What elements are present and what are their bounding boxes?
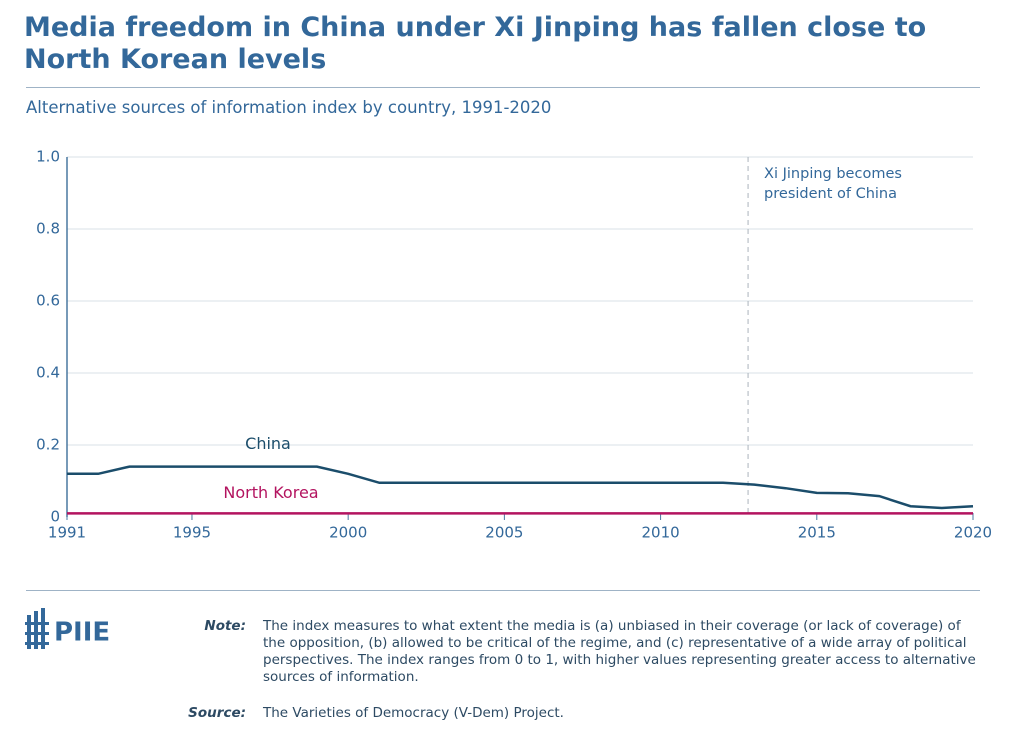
logo-text: PIIE xyxy=(54,618,110,648)
x-tick-label: 2020 xyxy=(954,524,992,542)
y-tick-label: 0 xyxy=(50,508,60,526)
rule xyxy=(26,87,980,88)
note-text: The index measures to what extent the me… xyxy=(263,618,976,685)
x-tick-label: 1991 xyxy=(48,524,86,542)
note-label: Note: xyxy=(204,618,246,634)
series-label: China xyxy=(245,434,291,453)
annotation-box: Xi Jinping becomes president of China xyxy=(764,166,902,202)
source-text: The Varieties of Democracy (V-Dem) Proje… xyxy=(263,705,564,721)
logo-icon xyxy=(25,608,49,649)
series-line xyxy=(67,465,974,510)
y-tick-label: 0.8 xyxy=(36,220,60,238)
x-tick-label: 1995 xyxy=(173,524,211,542)
y-tick-label: 0.2 xyxy=(36,436,60,454)
y-tick-label: 0.4 xyxy=(36,364,60,382)
chart-title: Media freedom in China under Xi Jinping … xyxy=(24,12,927,75)
rule xyxy=(26,590,980,591)
x-tick-label: 2005 xyxy=(485,524,523,542)
x-tick-label: 2010 xyxy=(641,524,679,542)
x-tick-label: 2000 xyxy=(329,524,367,542)
y-tick-label: 1.0 xyxy=(36,148,60,166)
x-tick-label: 2015 xyxy=(798,524,836,542)
chart-subtitle: Alternative sources of information index… xyxy=(26,98,552,117)
series-label: North Korea xyxy=(223,483,318,502)
annotation: Xi Jinping becomes president of China xyxy=(764,166,902,202)
source-label: Source: xyxy=(188,705,246,721)
y-tick-label: 0.6 xyxy=(36,292,60,310)
